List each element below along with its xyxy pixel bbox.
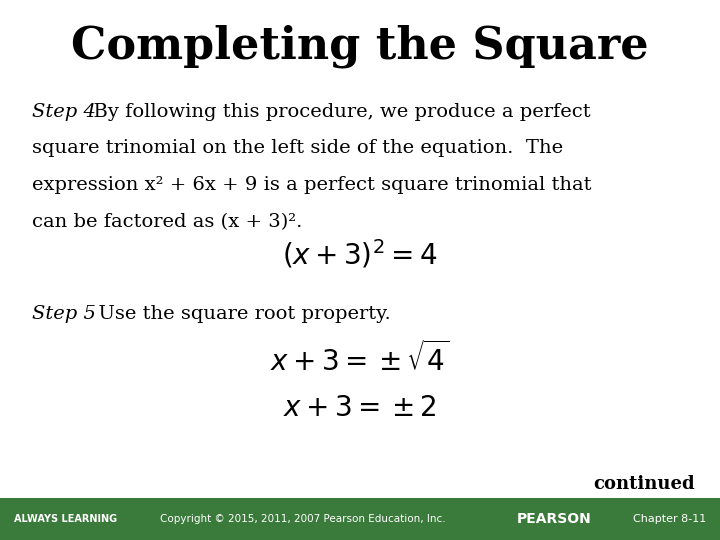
Text: Chapter 8-11: Chapter 8-11 [633, 515, 706, 524]
Text: $x+3=\pm 2$: $x+3=\pm 2$ [283, 394, 437, 422]
Text: continued: continued [593, 475, 695, 493]
FancyBboxPatch shape [0, 498, 720, 540]
Text: Use the square root property.: Use the square root property. [86, 305, 391, 323]
Text: $(x+3)^{2}=4$: $(x+3)^{2}=4$ [282, 238, 438, 270]
Text: Step 5: Step 5 [32, 305, 96, 323]
Text: Copyright © 2015, 2011, 2007 Pearson Education, Inc.: Copyright © 2015, 2011, 2007 Pearson Edu… [160, 515, 445, 524]
Text: Step 4: Step 4 [32, 103, 96, 120]
Text: Completing the Square: Completing the Square [71, 24, 649, 68]
Text: PEARSON: PEARSON [517, 512, 592, 526]
Text: By following this procedure, we produce a perfect: By following this procedure, we produce … [81, 103, 591, 120]
Text: can be factored as (x + 3)².: can be factored as (x + 3)². [32, 213, 303, 231]
Text: ALWAYS LEARNING: ALWAYS LEARNING [14, 515, 117, 524]
Text: square trinomial on the left side of the equation.  The: square trinomial on the left side of the… [32, 139, 564, 157]
Text: expression x² + 6x + 9 is a perfect square trinomial that: expression x² + 6x + 9 is a perfect squa… [32, 176, 592, 194]
Text: $x+3=\pm\sqrt{4}$: $x+3=\pm\sqrt{4}$ [270, 341, 450, 377]
